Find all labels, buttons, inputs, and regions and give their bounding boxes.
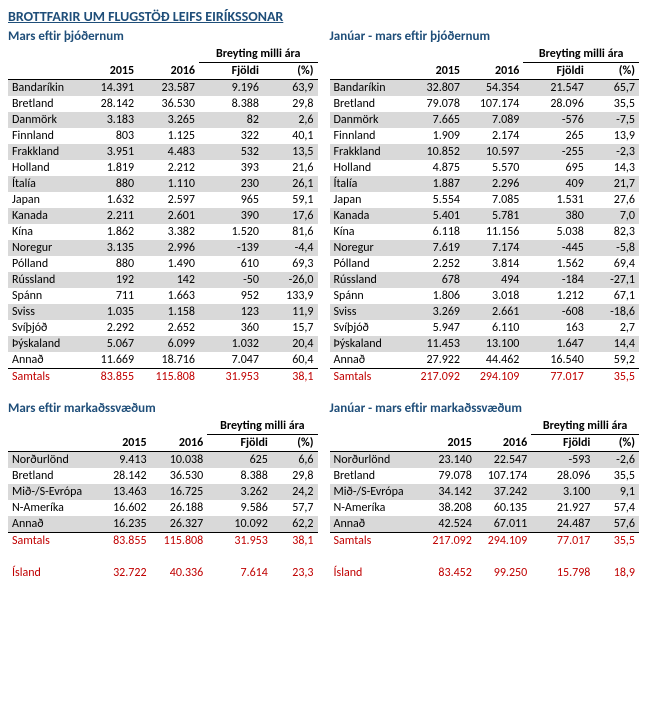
table-row: Þýskaland11.45313.1001.64714,4 — [330, 336, 640, 352]
table-row: Pólland8801.49061069,3 — [8, 256, 318, 272]
total-row: Samtals 83.855 115.808 31.953 38,1 — [8, 369, 318, 386]
table-row: Kína1.8623.3821.52081,6 — [8, 224, 318, 240]
table-row: Svíþjóð5.9476.1101632,7 — [330, 320, 640, 336]
col-2015: 2015 — [85, 63, 138, 80]
col-2016: 2016 — [138, 63, 199, 80]
table-row: Þýskaland5.0676.0991.03220,4 — [8, 336, 318, 352]
table-row: Annað11.66918.7167.04760,4 — [8, 352, 318, 369]
col-count: Fjöldi — [199, 63, 263, 80]
table-row: N-Ameríka38.20860.13521.92757,4 — [330, 500, 640, 516]
subtitle-right-top: Janúar - mars eftir þjóðernum — [330, 29, 640, 44]
table-row: Ítalía1.8872.29640921,7 — [330, 176, 640, 192]
table-row: Svíþjóð2.2922.65236015,7 — [8, 320, 318, 336]
table-row: Holland1.8192.21239321,6 — [8, 160, 318, 176]
table-row: Danmörk3.1833.265822,6 — [8, 112, 318, 128]
iceland-row: Ísland 83.452 99.250 15.798 18,9 — [330, 565, 640, 581]
table-row: Mið-/S-Evrópa13.46316.7253.26224,2 — [8, 484, 318, 500]
subtitle-left-top: Mars eftir þjóðernum — [8, 29, 318, 44]
table-row: Sviss3.2692.661-608-18,6 — [330, 304, 640, 320]
table-row: Holland4.8755.57069514,3 — [330, 160, 640, 176]
table-row: Danmörk7.6657.089-576-7,5 — [330, 112, 640, 128]
table-countries-left: Breyting milli ára 2015 2016 Fjöldi (%) … — [8, 46, 318, 385]
table-row: Mið-/S-Evrópa34.14237.2423.1009,1 — [330, 484, 640, 500]
table-row: Rússland192142-50-26,0 — [8, 272, 318, 288]
table-row: Finnland8031.12532240,1 — [8, 128, 318, 144]
table-row: Bretland28.14236.5308.38829,8 — [8, 96, 318, 112]
table-row: Annað42.52467.01124.48757,6 — [330, 516, 640, 533]
table-row: Kanada2.2112.60139017,6 — [8, 208, 318, 224]
table-row: Kanada5.4015.7813807,0 — [330, 208, 640, 224]
table-row: Kína6.11811.1565.03882,3 — [330, 224, 640, 240]
table-row: Noregur3.1352.996-139-4,4 — [8, 240, 318, 256]
table-row: Frakkland10.85210.597-255-2,3 — [330, 144, 640, 160]
main-title: BROTTFARIR UM FLUGSTÖÐ LEIFS EIRÍKSSONAR — [8, 8, 639, 25]
table-row: Bretland28.14236.5308.38829,8 — [8, 468, 318, 484]
table-row: Sviss1.0351.15812311,9 — [8, 304, 318, 320]
table-markets-left: Breyting milli ára 2015 2016 Fjöldi (%) … — [8, 418, 318, 581]
table-countries-right: Breyting milli ára 2015 2016 Fjöldi (%) … — [330, 46, 640, 385]
table-row: N-Ameríka16.60226.1889.58657,7 — [8, 500, 318, 516]
iceland-row: Ísland 32.722 40.336 7.614 23,3 — [8, 565, 318, 581]
change-header: Breyting milli ára — [207, 418, 317, 435]
table-row: Bandaríkin14.39123.5879.19663,9 — [8, 80, 318, 97]
table-row: Frakkland3.9514.48353213,5 — [8, 144, 318, 160]
total-row: Samtals 217.092 294.109 77.017 35,5 — [330, 369, 640, 386]
total-row: Samtals 217.092 294.109 77.017 35,5 — [330, 533, 640, 550]
table-row: Bretland79.078107.17428.09635,5 — [330, 96, 640, 112]
table-row: Rússland678494-184-27,1 — [330, 272, 640, 288]
table-row: Norðurlönd9.41310.0386256,6 — [8, 452, 318, 469]
subtitle-right-bottom: Janúar - mars eftir markaðssvæðum — [330, 401, 640, 416]
table-row: Japan5.5547.0851.53127,6 — [330, 192, 640, 208]
table-row: Bandaríkin32.80754.35421.54765,7 — [330, 80, 640, 97]
table-row: Bretland79.078107.17428.09635,5 — [330, 468, 640, 484]
table-row: Norðurlönd23.14022.547-593-2,6 — [330, 452, 640, 469]
table-row: Annað16.23526.32710.09262,2 — [8, 516, 318, 533]
table-row: Noregur7.6197.174-445-5,8 — [330, 240, 640, 256]
subtitle-left-bottom: Mars eftir markaðssvæðum — [8, 401, 318, 416]
change-header: Breyting milli ára — [199, 46, 318, 63]
table-row: Spánn7111.663952133,9 — [8, 288, 318, 304]
table-markets-right: Breyting milli ára 2015 2016 Fjöldi (%) … — [330, 418, 640, 581]
table-row: Pólland2.2523.8141.56269,4 — [330, 256, 640, 272]
table-row: Japan1.6322.59796559,1 — [8, 192, 318, 208]
table-row: Spánn1.8063.0181.21267,1 — [330, 288, 640, 304]
table-row: Annað27.92244.46216.54059,2 — [330, 352, 640, 369]
col-pct: (%) — [263, 63, 318, 80]
table-row: Ítalía8801.11023026,1 — [8, 176, 318, 192]
table-row: Finnland1.9092.17426513,9 — [330, 128, 640, 144]
total-row: Samtals 83.855 115.808 31.953 38,1 — [8, 533, 318, 550]
